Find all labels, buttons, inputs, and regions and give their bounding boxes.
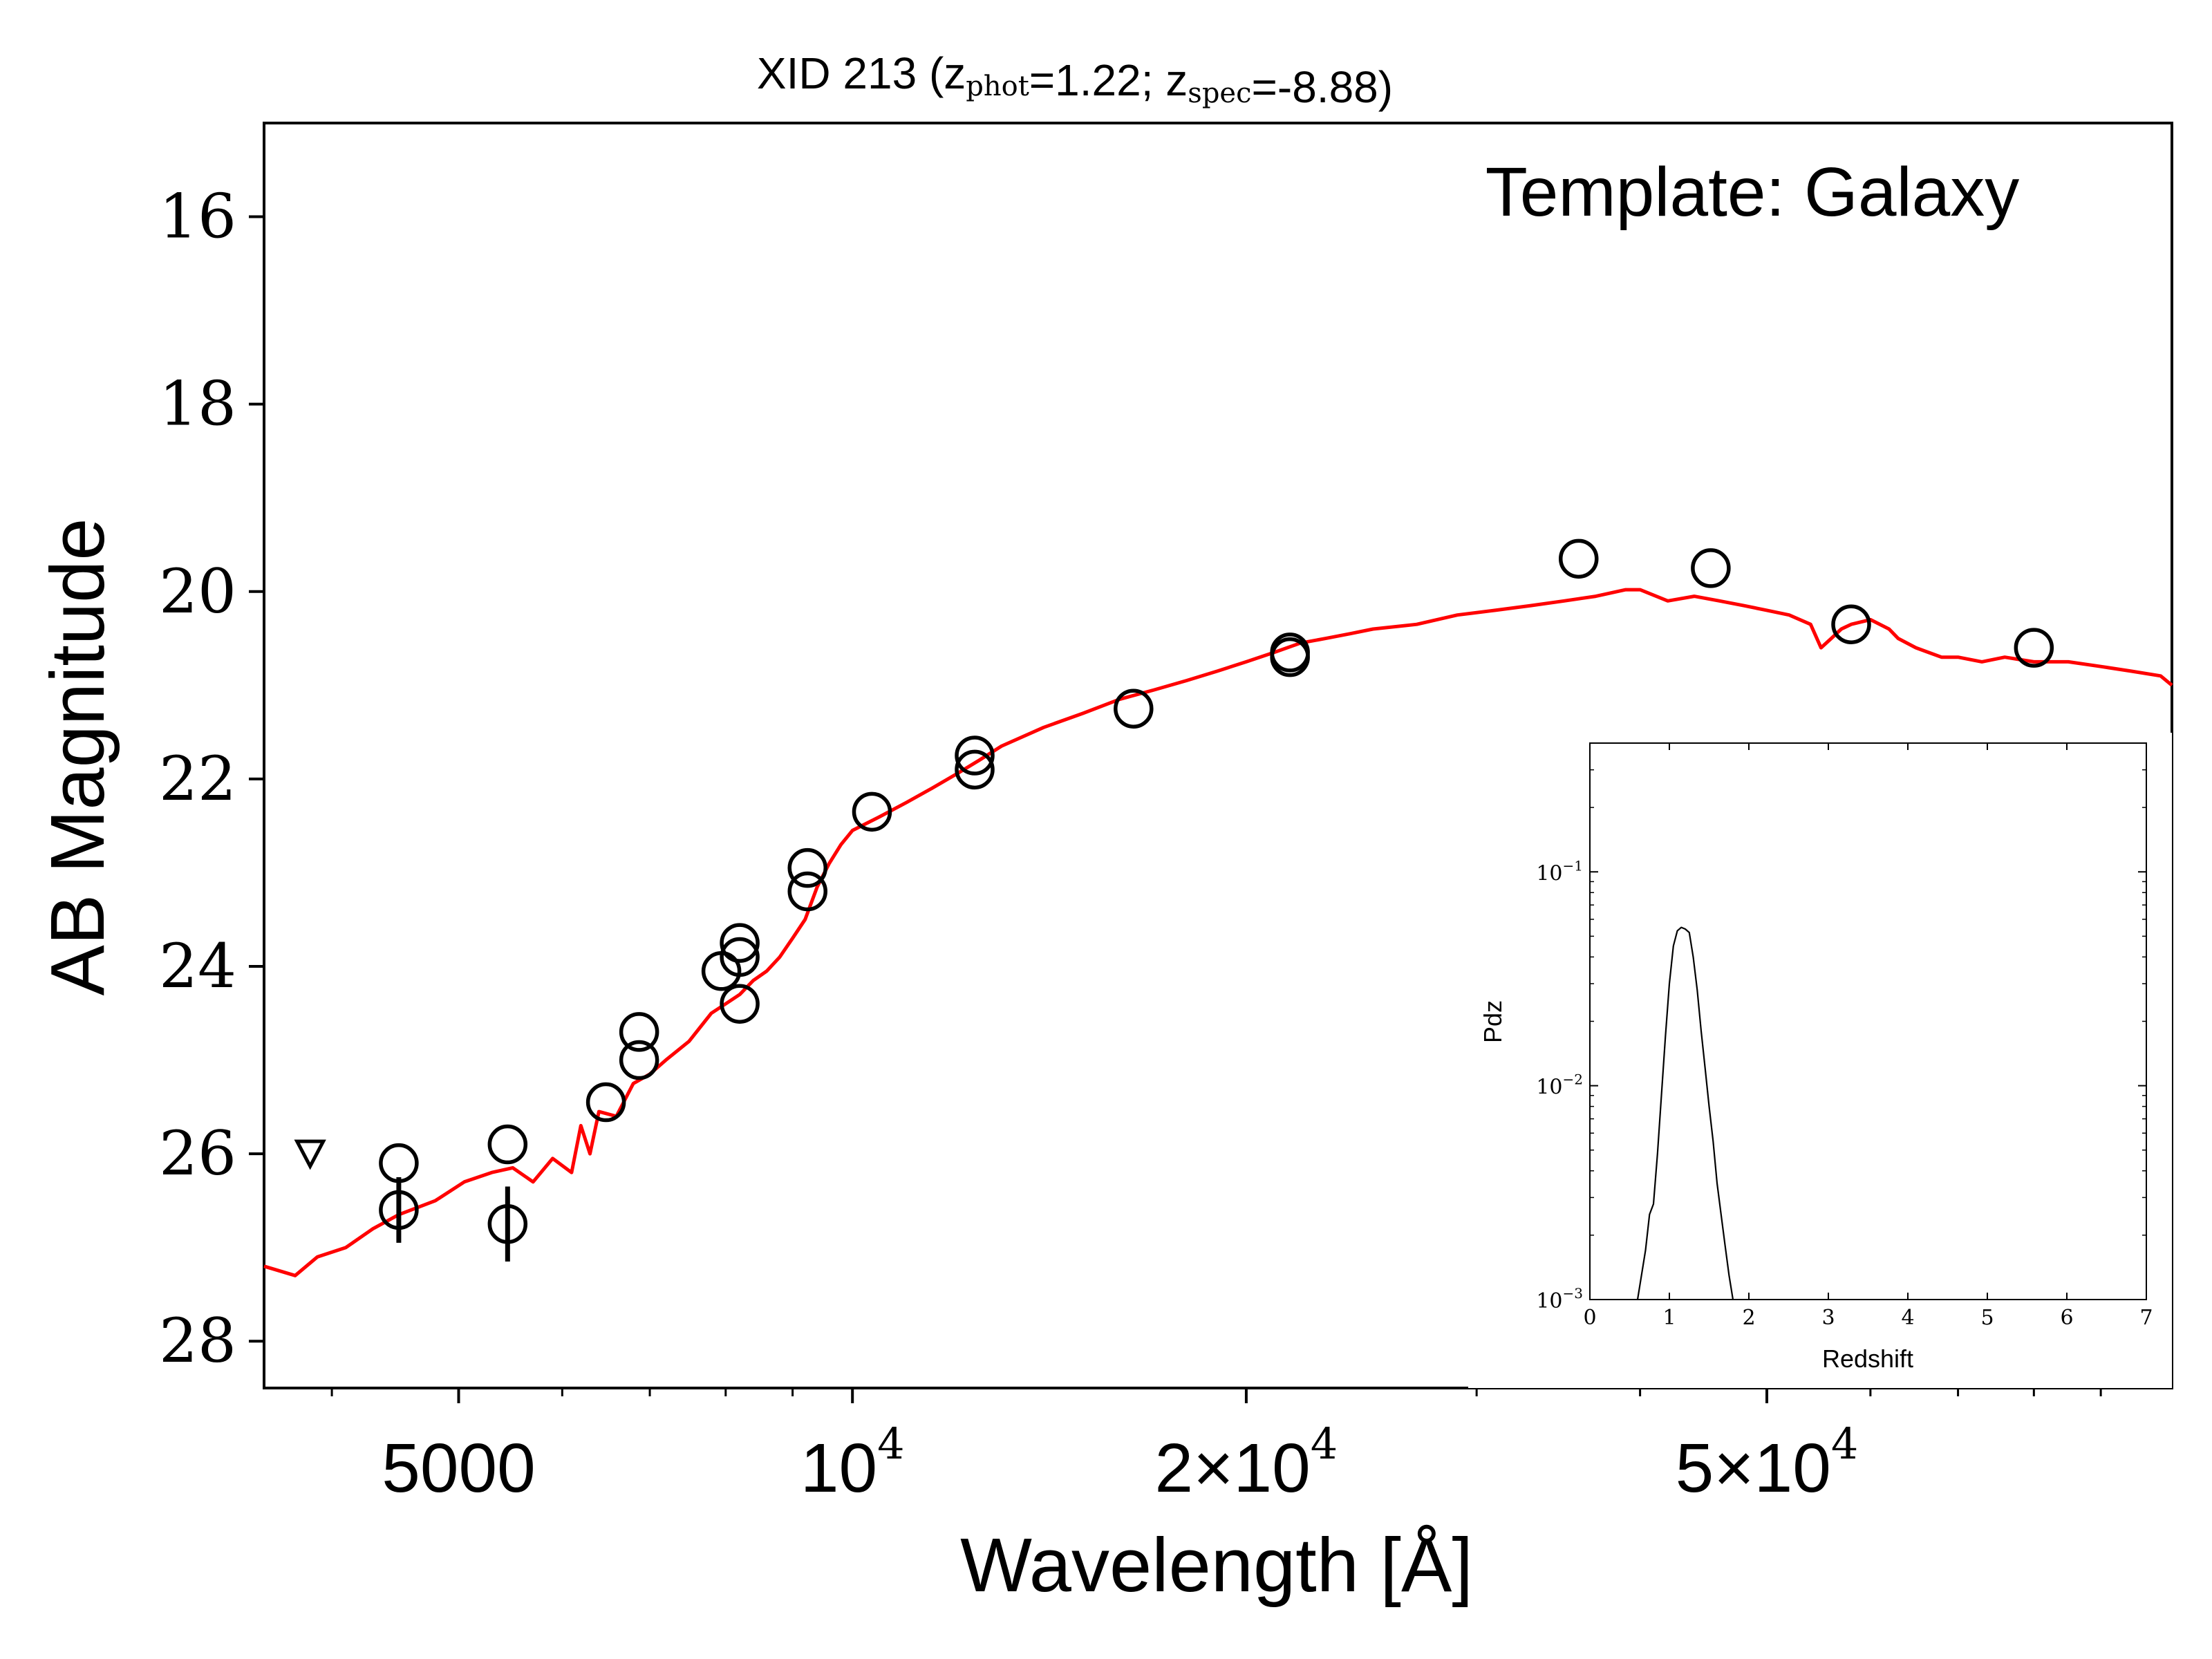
photometry-point	[787, 847, 827, 888]
y-tick-label: 22	[159, 743, 236, 814]
main-plot-data	[263, 538, 2173, 1277]
photometry-point	[1691, 548, 1731, 588]
inset-plot-data	[1636, 926, 1734, 1300]
photometry-point	[1270, 637, 1310, 677]
photometry-point	[2014, 628, 2054, 668]
inset-y-tick-label: 10−1	[1536, 857, 1583, 885]
inset-x-tick-label: 1	[1662, 1306, 1676, 1330]
inset-x-tick-label: 3	[1821, 1306, 1835, 1330]
photometry-point	[487, 1204, 528, 1244]
photometry-point	[852, 791, 892, 832]
x-tick-label: 5000	[382, 1430, 535, 1507]
photometry-point	[1831, 604, 1871, 644]
y-tick-label: 28	[159, 1305, 236, 1376]
inset-y-tick-label: 10−3	[1536, 1285, 1583, 1313]
photometry-point	[379, 1190, 419, 1230]
photometry-point	[720, 937, 760, 977]
pdz-curve	[1636, 926, 1734, 1300]
photometry-point	[487, 1124, 528, 1165]
inset-y-axis-label: Pdz	[1479, 1000, 1507, 1043]
photometry-point	[619, 1040, 659, 1080]
photometry-point	[720, 984, 760, 1024]
photometry-point	[1114, 688, 1154, 729]
inset-x-tick-label: 7	[2139, 1306, 2153, 1330]
photometry-point	[955, 735, 995, 776]
inset-x-axis-label: Redshift	[1822, 1344, 1913, 1373]
y-tick-label: 16	[159, 181, 236, 252]
inset-y-tick-label: 10−2	[1536, 1071, 1583, 1100]
y-tick-label: 20	[159, 556, 236, 627]
photometry-point	[1558, 538, 1599, 579]
template-sed-line	[263, 588, 2173, 1277]
y-tick-label: 24	[159, 930, 236, 1002]
x-tick-label: 104	[800, 1418, 905, 1507]
inset-x-tick-label: 2	[1742, 1306, 1755, 1330]
x-axis-label: Wavelength [Å]	[960, 1523, 1473, 1608]
photometry-point	[955, 749, 995, 790]
inset-x-tick-label: 0	[1583, 1306, 1596, 1330]
inset-x-tick-label: 6	[2060, 1306, 2073, 1330]
redshift-pdf-inset: 0 1 2 3 4 5 6 7 10−1 10−2 10−3 Redshift Pdz	[1468, 733, 2172, 1388]
x-tick-label: 5×104	[1676, 1418, 1859, 1507]
y-tick-label: 26	[159, 1118, 236, 1189]
photometry-point	[720, 923, 760, 963]
template-annotation: Template: Galaxy	[1485, 153, 2020, 231]
photometry-point	[379, 1143, 419, 1183]
inset-x-tick-label: 5	[1980, 1306, 1994, 1330]
y-tick-label: 18	[159, 368, 236, 440]
inset-x-tick-label: 4	[1901, 1306, 1914, 1330]
chart-title: XID 213 (zphot=1.22; zspec=-8.88)	[757, 48, 1393, 112]
photometry-point	[787, 871, 827, 912]
upper-limit-marker	[294, 1139, 326, 1170]
x-tick-label: 2×104	[1155, 1418, 1338, 1507]
photometry-point	[619, 1012, 659, 1052]
inset-axes-ticks: 0 1 2 3 4 5 6 7 10−1 10−2 10−3	[1536, 742, 2153, 1330]
photometry-point	[585, 1082, 626, 1123]
y-axis-label: AB Magnitude	[35, 518, 120, 996]
